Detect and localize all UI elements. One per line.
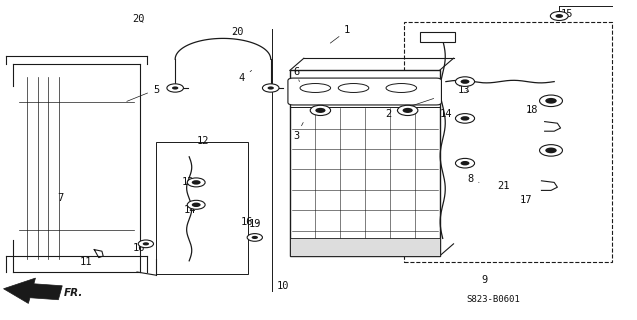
Text: 13: 13 (182, 177, 194, 188)
Text: 12: 12 (196, 136, 209, 146)
Circle shape (172, 86, 178, 90)
Bar (420, 32, 455, 42)
Circle shape (192, 203, 201, 207)
Circle shape (247, 234, 262, 241)
Text: 13: 13 (457, 84, 470, 95)
Bar (156, 142, 248, 274)
Text: 10: 10 (277, 281, 290, 292)
Circle shape (403, 108, 413, 113)
Text: 7: 7 (57, 193, 64, 204)
Text: 2: 2 (385, 99, 434, 119)
Circle shape (187, 200, 205, 209)
Text: 14: 14 (440, 108, 452, 119)
Text: 9: 9 (481, 275, 487, 285)
Text: 16: 16 (132, 243, 145, 253)
Text: 8: 8 (467, 174, 479, 184)
Circle shape (315, 108, 326, 113)
Circle shape (252, 236, 258, 239)
Bar (404, 22, 612, 262)
Circle shape (187, 178, 205, 187)
Circle shape (192, 180, 201, 185)
Circle shape (310, 105, 331, 116)
Circle shape (167, 84, 183, 92)
Text: S823-B0601: S823-B0601 (467, 295, 520, 304)
Circle shape (268, 86, 274, 90)
Circle shape (550, 12, 568, 20)
Circle shape (262, 84, 279, 92)
Circle shape (455, 77, 475, 86)
Text: 17: 17 (519, 195, 532, 205)
Circle shape (461, 116, 469, 121)
Ellipse shape (338, 84, 369, 92)
Text: FR.: FR. (64, 288, 83, 298)
Circle shape (397, 105, 418, 116)
Circle shape (455, 114, 475, 123)
Circle shape (540, 95, 562, 107)
Text: 11: 11 (80, 257, 92, 268)
Text: 20: 20 (132, 14, 145, 24)
Text: 4: 4 (239, 70, 252, 84)
Circle shape (138, 240, 154, 248)
Text: 1: 1 (330, 25, 350, 43)
Circle shape (461, 161, 469, 165)
Text: 3: 3 (293, 123, 303, 141)
Circle shape (540, 145, 562, 156)
Circle shape (461, 79, 469, 84)
Circle shape (545, 148, 557, 153)
Bar (290, 238, 440, 256)
Ellipse shape (386, 84, 417, 92)
Text: 19: 19 (248, 219, 261, 229)
Bar (290, 70, 440, 256)
Text: 20: 20 (231, 27, 244, 37)
Text: 16: 16 (241, 217, 254, 228)
Polygon shape (4, 278, 62, 303)
Circle shape (143, 242, 149, 245)
Text: 15: 15 (557, 9, 573, 20)
Text: 5: 5 (127, 84, 159, 101)
Text: 6: 6 (293, 67, 299, 82)
Circle shape (455, 158, 475, 168)
Text: 21: 21 (497, 180, 510, 191)
Text: 14: 14 (183, 204, 196, 215)
FancyBboxPatch shape (288, 78, 441, 105)
Ellipse shape (300, 84, 331, 92)
Circle shape (545, 98, 557, 104)
Circle shape (555, 14, 563, 18)
Text: 18: 18 (526, 105, 538, 116)
